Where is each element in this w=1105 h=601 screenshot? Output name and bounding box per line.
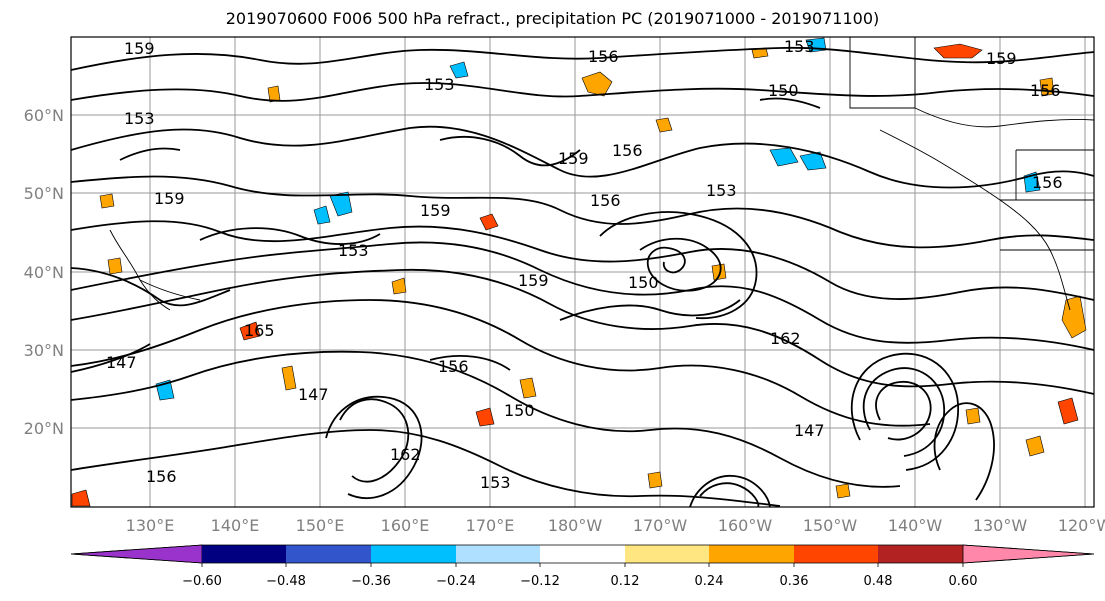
- contour-label: 153: [124, 109, 155, 128]
- lon-label: 150°E: [296, 516, 345, 535]
- lon-label: 140°W: [888, 516, 943, 535]
- colorbar-tick-label: −0.60: [182, 574, 222, 589]
- contour-label: 153: [424, 75, 455, 94]
- colorbar-tick-label: 0.60: [949, 574, 978, 589]
- contour-label: 156: [588, 47, 619, 66]
- gridlines: [71, 37, 1094, 507]
- contour-label: 147: [298, 385, 329, 404]
- contour-labels: 159 156 153 150 153 153 159 156 159 159 …: [106, 37, 1063, 492]
- colorbar-tick-label: 0.36: [780, 574, 809, 589]
- contour-label: 156: [438, 357, 469, 376]
- colorbar-segment: [709, 545, 794, 563]
- colorbar-segment: [286, 545, 371, 563]
- contour-label: 159: [154, 189, 185, 208]
- colorbar-tick-label: 0.12: [611, 574, 640, 589]
- lon-label: 130°W: [973, 516, 1028, 535]
- colorbar-ticks: −0.60 −0.48 −0.36 −0.24 −0.12 0.12 0.24 …: [182, 574, 977, 589]
- lat-label: 20°N: [24, 419, 64, 438]
- colorbar-segment: [371, 545, 456, 563]
- lon-label: 150°W: [803, 516, 858, 535]
- colorbar-tick-label: −0.12: [520, 574, 560, 589]
- contour-label: 159: [124, 39, 155, 58]
- contour-label: 156: [1032, 173, 1063, 192]
- plot-title: 2019070600 F006 500 hPa refract., precip…: [225, 9, 880, 28]
- colorbar-tick-label: −0.36: [351, 574, 391, 589]
- contour-label: 159: [986, 49, 1017, 68]
- contour-label: 153: [706, 181, 737, 200]
- colorbar-segment: [794, 545, 878, 563]
- contour-label: 150: [504, 401, 535, 420]
- colorbar-segment: [456, 545, 540, 563]
- lon-label: 140°E: [211, 516, 260, 535]
- lat-label: 30°N: [24, 341, 64, 360]
- colorbar: [70, 544, 1095, 567]
- contour-label: 156: [146, 467, 177, 486]
- colorbar-segment: [878, 545, 963, 563]
- map-border: [70, 36, 1095, 508]
- longitude-labels: 130°E 140°E 150°E 160°E 170°E 180°W 170°…: [126, 516, 1105, 535]
- precipitation-patches: [71, 37, 1087, 507]
- colorbar-segment: [70, 544, 203, 564]
- latitude-labels: 60°N 50°N 40°N 30°N 20°N: [24, 106, 64, 438]
- lon-label: 170°W: [633, 516, 688, 535]
- colorbar-segment: [202, 545, 286, 563]
- contour-label: 159: [420, 201, 451, 220]
- lat-label: 60°N: [24, 106, 64, 125]
- contour-label: 159: [558, 149, 589, 168]
- contour-label: 153: [480, 473, 511, 492]
- colorbar-segment: [540, 545, 625, 563]
- colorbar-segment: [962, 544, 1095, 564]
- colorbar-tick-label: 0.24: [695, 574, 724, 589]
- contour-label: 150: [768, 81, 799, 100]
- contour-label: 162: [770, 329, 801, 348]
- lon-label: 180°W: [548, 516, 603, 535]
- colorbar-segment: [625, 545, 709, 563]
- lat-label: 40°N: [24, 263, 64, 282]
- refractivity-contours: [70, 46, 1095, 508]
- contour-label: 162: [390, 445, 421, 464]
- contour-label: 156: [612, 141, 643, 160]
- contour-label: 156: [590, 191, 621, 210]
- contour-label: 156: [1030, 81, 1061, 100]
- contour-label: 150: [628, 273, 659, 292]
- contour-label: 147: [106, 353, 137, 372]
- lon-label: 160°E: [381, 516, 430, 535]
- contour-label: 159: [518, 271, 549, 290]
- lon-label: 120°W: [1058, 516, 1105, 535]
- lon-label: 160°W: [718, 516, 773, 535]
- lon-label: 170°E: [466, 516, 515, 535]
- lat-label: 50°N: [24, 184, 64, 203]
- lon-label: 130°E: [126, 516, 175, 535]
- contour-label: 165: [244, 321, 275, 340]
- contour-label: 153: [784, 37, 815, 56]
- colorbar-tick-label: −0.48: [266, 574, 306, 589]
- colorbar-tick-label: 0.48: [864, 574, 893, 589]
- colorbar-tick-label: −0.24: [436, 574, 476, 589]
- contour-label: 153: [338, 241, 369, 260]
- coastlines: [109, 37, 1095, 311]
- contour-label: 147: [794, 421, 825, 440]
- map-panel: 159 156 153 150 153 153 159 156 159 159 …: [70, 36, 1095, 508]
